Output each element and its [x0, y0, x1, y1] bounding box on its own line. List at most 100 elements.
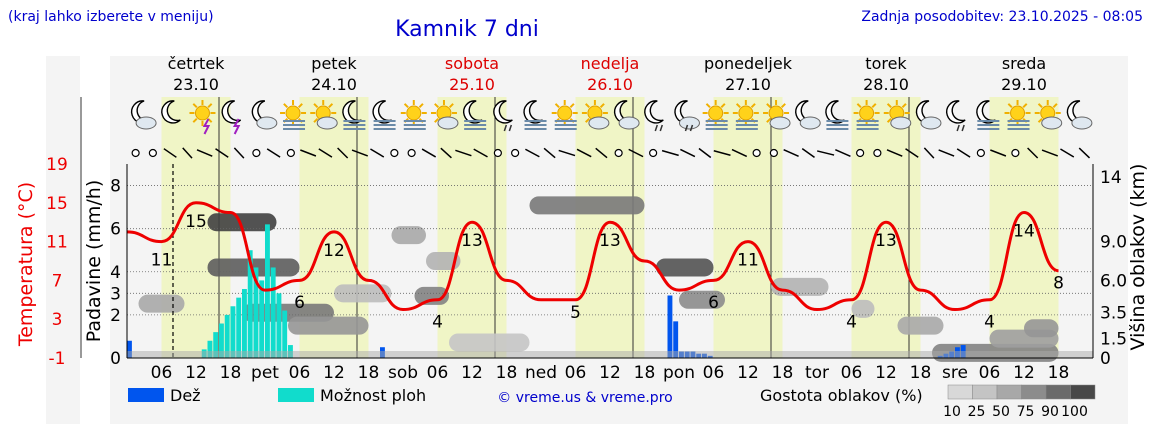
sun-ray	[297, 103, 303, 109]
cloud-density-swatch	[1021, 384, 1047, 400]
sun-ray	[856, 103, 862, 109]
precip-tick: 0	[110, 349, 121, 369]
storm-bar	[270, 267, 276, 358]
sun-disc	[406, 105, 422, 121]
day-headers: četrtek 23.10 petek 24.10 sobota 25.10 nedelja…	[168, 54, 1047, 94]
day-band	[713, 97, 783, 358]
storm-bar	[224, 314, 230, 358]
wind-barb	[163, 148, 177, 158]
wind-barb	[215, 148, 229, 158]
sun-ray	[434, 103, 440, 109]
cloud-layer	[426, 252, 461, 270]
cloud-shape	[890, 116, 912, 130]
x-tick-label: 06	[427, 363, 449, 383]
x-tick-label: 06	[565, 363, 587, 383]
cloud-density-swatch	[972, 384, 998, 400]
wind-calm	[407, 148, 416, 158]
wind-barb	[473, 148, 488, 158]
temperature-label: 12	[323, 241, 345, 261]
sun-fog-icon	[551, 100, 578, 130]
sun-disc	[1010, 105, 1026, 121]
sun-ray	[705, 103, 711, 109]
sun-cloud-icon	[1034, 100, 1063, 130]
wind-calm	[614, 148, 623, 158]
cloud-shape	[769, 116, 791, 130]
sun-ray	[1007, 103, 1013, 109]
day-name: torek	[865, 54, 907, 73]
temperature-line: 11 15 6 12 4 13 5 13 6 11 4 13 4 14 8	[126, 201, 1064, 333]
precip-tick: 3	[110, 284, 121, 304]
rain-drop	[689, 124, 694, 132]
moon-crescent	[221, 100, 242, 124]
sun-ray	[313, 103, 319, 109]
last-update: Zadnja posodobitev: 23.10.2025 - 08:05	[861, 9, 1143, 25]
day-date: 27.10	[725, 75, 771, 94]
wind-barb	[680, 148, 696, 158]
wind-calm	[649, 148, 658, 158]
x-tick-label: 06	[703, 363, 725, 383]
wind-barb	[923, 147, 935, 159]
x-tick-label: 06	[979, 363, 1001, 383]
moon-crescent	[161, 100, 181, 124]
temperature-tick: 7	[52, 271, 63, 291]
day-date: 25.10	[449, 75, 495, 94]
storm-bar	[247, 250, 253, 358]
precip-tick: 6	[110, 220, 121, 240]
x-tick-label: 12	[737, 363, 759, 383]
x-tick-label: 12	[323, 363, 345, 383]
cloud-shape	[256, 116, 278, 130]
location-note[interactable]: (kraj lahko izberete v meniju)	[8, 9, 214, 25]
x-tick-label: 06	[151, 363, 173, 383]
wind-barb	[440, 147, 452, 159]
sun-cloud-icon	[763, 100, 791, 130]
moon-rain-icon	[493, 100, 513, 132]
sun-cloud-icon	[883, 100, 912, 130]
storm-bar	[276, 293, 282, 358]
cloud-layer	[656, 258, 714, 277]
wind-barb	[576, 148, 592, 158]
day-name: četrtek	[168, 54, 226, 73]
cloud-sun-icon	[161, 100, 181, 124]
cloud-height-tick: 14	[1100, 168, 1122, 188]
day-name: nedelja	[581, 54, 640, 73]
sun-fog-icon	[400, 100, 427, 130]
cloud-shape	[920, 116, 942, 130]
moon-cloud-icon	[795, 100, 821, 130]
wind-barb	[956, 148, 971, 158]
legend-rain-label: Dež	[170, 386, 201, 405]
cloud-shape	[135, 116, 157, 130]
temperature-series	[126, 201, 1059, 312]
sun-fog-icon	[702, 100, 729, 130]
wind-barb	[713, 150, 731, 156]
temperature-label: 5	[570, 303, 581, 323]
sun-fog-icon	[853, 100, 880, 130]
temperature-label: 4	[432, 313, 443, 333]
ground-cloud-strip	[127, 351, 1093, 358]
sun-ray	[901, 103, 907, 109]
wind-barb	[182, 147, 193, 159]
rain-bar	[667, 295, 673, 358]
moon-fog-icon	[342, 100, 366, 130]
lightning-bolt	[202, 118, 211, 135]
cloud-density-swatch	[1070, 384, 1096, 400]
rain-drop	[961, 124, 965, 132]
cloud-height-tick: 9.0	[1100, 233, 1127, 253]
wind-barb	[196, 149, 213, 157]
wind-barb	[1027, 147, 1039, 159]
day-name: sobota	[445, 54, 499, 73]
day-date: 28.10	[863, 75, 909, 94]
rain-drop	[684, 124, 689, 132]
rain-bar	[127, 340, 132, 358]
moon-crescent	[493, 100, 513, 124]
sun-fog-icon	[1004, 100, 1031, 130]
wind-barb	[370, 148, 385, 158]
temperature-label: 6	[708, 293, 719, 313]
temperature-label: 8	[1053, 274, 1064, 294]
day-date: 26.10	[587, 75, 633, 94]
cloud-height-tick: 6.0	[1100, 271, 1127, 291]
sun-fog-icon	[732, 100, 759, 130]
wind-barb	[337, 147, 349, 159]
x-tick-label: 18	[496, 363, 518, 383]
x-tick-label: 18	[220, 363, 242, 383]
x-tick-label: sre	[942, 363, 968, 383]
